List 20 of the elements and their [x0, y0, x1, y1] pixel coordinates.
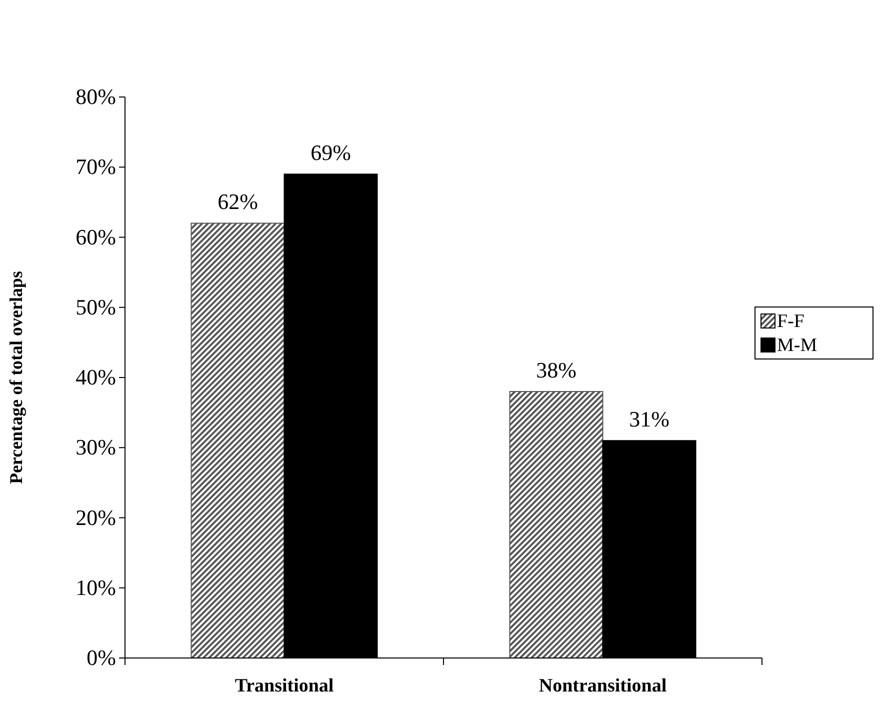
legend-label: F-F [777, 311, 804, 332]
y-tick-label: 20% [76, 504, 116, 530]
legend-label: M-M [777, 335, 818, 356]
y-tick-label: 0% [86, 645, 116, 670]
y-tick-label: 50% [76, 294, 116, 320]
data-label: 38% [536, 358, 576, 383]
data-label: 69% [310, 140, 351, 166]
x-tick-label: Transitional [234, 675, 334, 696]
y-tick-label: 80% [76, 84, 116, 110]
y-tick-label: 40% [76, 364, 116, 390]
data-label: 31% [629, 406, 670, 432]
x-tick-label: Nontransitional [538, 675, 667, 696]
bar [190, 222, 285, 658]
y-tick-label: 30% [76, 434, 116, 460]
y-tick-label: 10% [76, 574, 116, 600]
y-axis-title: Percentage of total overlaps [6, 270, 26, 484]
y-tick-label: 60% [76, 224, 116, 250]
bar [509, 391, 604, 658]
data-label: 62% [218, 189, 258, 214]
y-tick-label: 70% [76, 154, 116, 180]
